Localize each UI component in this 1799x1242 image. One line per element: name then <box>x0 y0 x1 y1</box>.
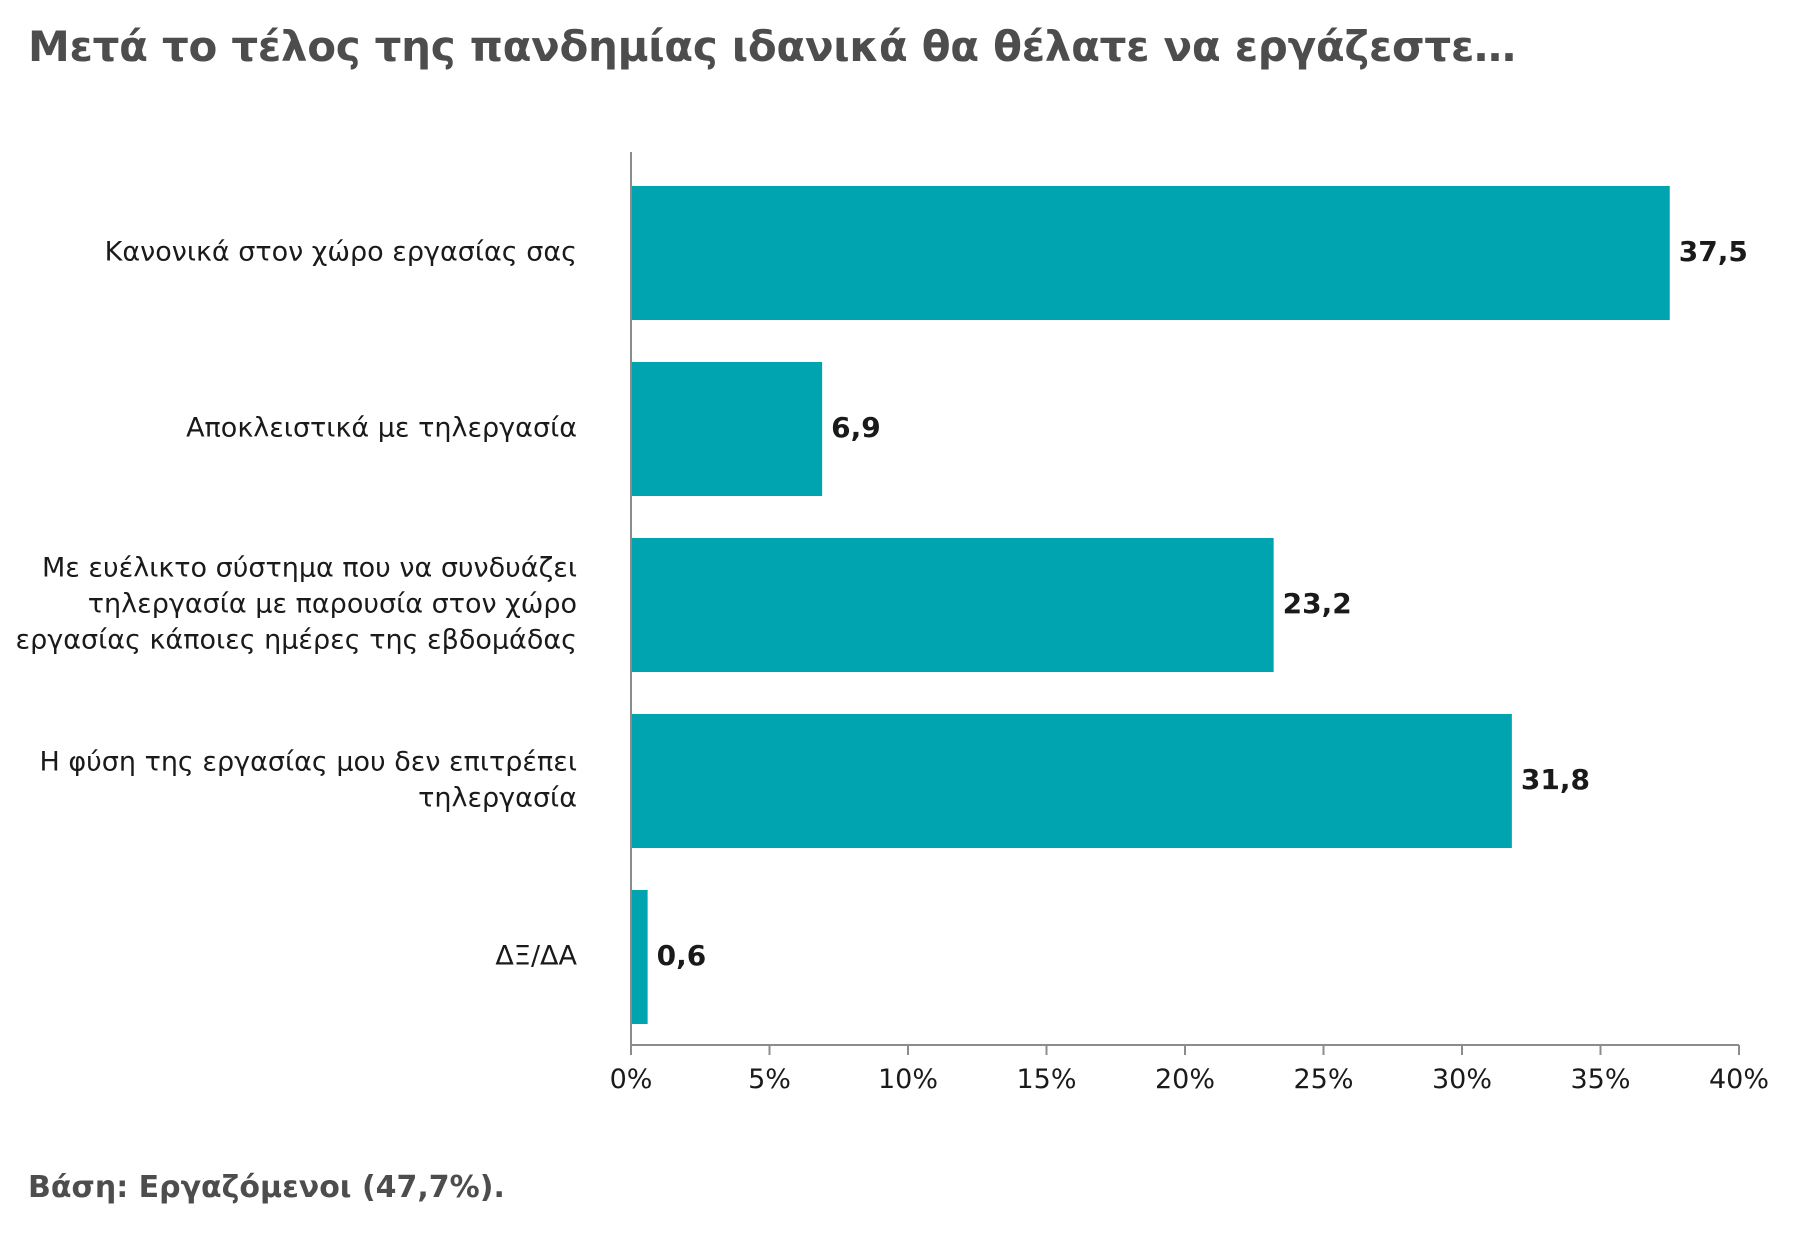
bar <box>632 538 1274 672</box>
axis-layer <box>630 152 1740 1055</box>
x-tick-label: 15% <box>1016 1064 1076 1095</box>
category-label: τηλεργασία με παρουσία στον χώρο <box>88 589 577 620</box>
bar <box>632 714 1512 848</box>
bar <box>632 186 1670 320</box>
x-tick-label: 20% <box>1155 1064 1215 1095</box>
x-tick-label: 10% <box>878 1064 938 1095</box>
category-label: Αποκλειστικά με τηλεργασία <box>186 413 577 444</box>
chart-title: Μετά το τέλος της πανδημίας ιδανικά θα θ… <box>28 22 1516 71</box>
category-label: Με ευέλικτο σύστημα που να συνδυάζει <box>42 553 577 584</box>
category-label: ΔΞ/ΔΑ <box>495 941 577 972</box>
bars-layer <box>632 186 1670 1024</box>
x-tick-label: 5% <box>748 1064 791 1095</box>
x-tick-label: 25% <box>1293 1064 1353 1095</box>
data-label: 0,6 <box>657 939 707 972</box>
bar <box>632 890 648 1024</box>
footnote: Βάση: Εργαζόμενοι (47,7%). <box>28 1170 505 1205</box>
category-label: Κανονικά στον χώρο εργασίας σας <box>105 237 577 268</box>
data-label: 6,9 <box>831 411 881 444</box>
category-label: τηλεργασία <box>418 783 577 814</box>
data-label: 31,8 <box>1521 763 1590 796</box>
x-tick-label: 30% <box>1432 1064 1492 1095</box>
bar <box>632 362 823 496</box>
category-label: εργασίας κάποιες ημέρες της εβδομάδας <box>16 625 577 656</box>
data-label: 37,5 <box>1679 235 1748 268</box>
labels-layer: 37,5 Κανονικά στον χώρο εργασίας σας 6,9 Απ… <box>16 235 1769 1095</box>
x-tick-label: 35% <box>1570 1064 1630 1095</box>
category-label: Η φύση της εργασίας μου δεν επιτρέπει <box>39 747 577 778</box>
x-tick-label: 0% <box>610 1064 653 1095</box>
x-tick-label: 40% <box>1709 1064 1769 1095</box>
data-label: 23,2 <box>1283 587 1352 620</box>
